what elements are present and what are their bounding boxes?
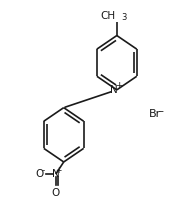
Text: O: O [35,169,43,179]
Text: –: – [158,106,163,116]
Text: +: + [55,166,62,175]
Text: +: + [115,81,122,90]
Text: 3: 3 [122,13,127,22]
Text: Br: Br [149,109,161,119]
Text: CH: CH [101,11,116,21]
Text: N: N [110,85,118,95]
Text: N: N [52,169,60,179]
Text: O: O [52,188,60,198]
Text: -: - [42,166,45,175]
